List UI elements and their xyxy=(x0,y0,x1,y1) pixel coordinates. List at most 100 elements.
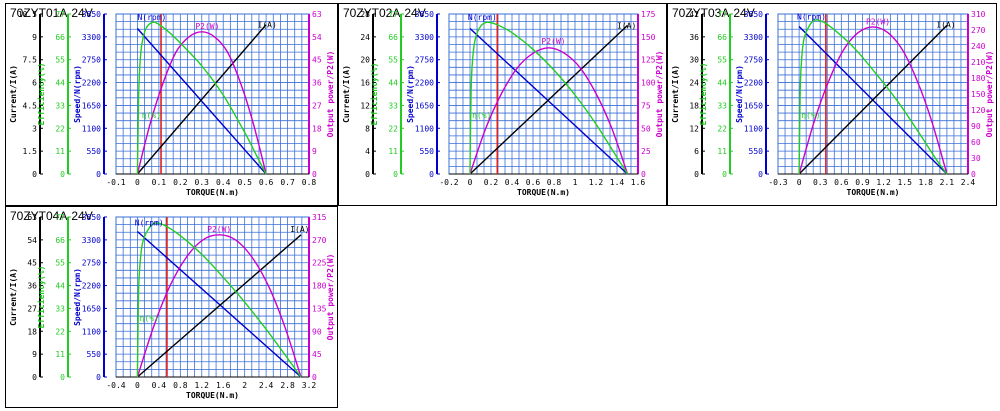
x-tick-label: 0 xyxy=(135,381,140,390)
chart-title: 70ZYT01A-24V xyxy=(10,6,93,20)
series-line- xyxy=(469,21,629,175)
current-tick-label: 9 xyxy=(32,350,37,359)
x-tick-label: -0.2 xyxy=(439,178,458,187)
current-tick-label: 3 xyxy=(32,124,37,133)
series-line- xyxy=(798,19,948,175)
efficiency-tick-label: 66 xyxy=(55,33,65,42)
efficiency-tick-label: 33 xyxy=(388,101,398,110)
current-tick-label: 20 xyxy=(360,56,370,65)
speed-tick-label: 3850 xyxy=(82,10,101,19)
power-tick-label: 60 xyxy=(971,138,981,147)
speed-axis-label: Speed/N(rpm) xyxy=(73,268,82,326)
x-axis-label: TORQUE(N.m) xyxy=(517,188,570,197)
x-axis: -0.2 0 0.2 0.4 0.6 0.8 1 1.2 1.4 1.6 TORQUE(N.m) xyxy=(439,173,645,197)
x-tick-label: 2.4 xyxy=(259,381,274,390)
curve-label-n-rpm: N(rpm) xyxy=(468,13,497,22)
x-axis-label: TORQUE(N.m) xyxy=(186,391,239,400)
efficiency-tick-label: 11 xyxy=(717,147,727,156)
power-tick-label: 0 xyxy=(971,170,976,179)
series-line-i-a xyxy=(798,24,948,175)
current-tick-label: 12 xyxy=(689,124,699,133)
curve-label-i-a: I(A) xyxy=(258,21,277,30)
speed-tick-label: 550 xyxy=(749,147,764,156)
series-line-i-a xyxy=(136,234,302,378)
current-tick-label: 28 xyxy=(360,10,370,19)
current-tick-label: 0 xyxy=(694,170,699,179)
curve-label-: η(%) xyxy=(472,111,491,120)
power-tick-label: 9 xyxy=(312,147,317,156)
chart-panel-70zyt04a: 70ZYT04A-24V 0 9 18 27 36 45 54 63 Current/I(A) 0… xyxy=(5,206,338,408)
power-axis: 0 9 18 27 36 45 54 63 Output power/P2(W) xyxy=(308,10,335,179)
x-tick-label: 0.8 xyxy=(173,381,188,390)
efficiency-axis: 0 11 22 33 44 55 66 77 Efficiency(%) xyxy=(36,10,71,179)
curve-label-i-a: I(A) xyxy=(936,20,955,29)
efficiency-axis: 0 11 22 33 44 55 66 77 Efficiency(%) xyxy=(698,10,733,179)
power-axis: 0 30 60 90 120 150 180 210 240 270 310 Output power… xyxy=(967,10,994,179)
speed-axis: 0 550 1100 1650 2200 2750 3300 3850 Speed/N(rpm) xyxy=(406,10,440,179)
power-tick-label: 240 xyxy=(971,42,986,51)
power-tick-label: 50 xyxy=(641,124,651,133)
x-tick-label: 0.9 xyxy=(855,178,870,187)
x-tick-label: 2.1 xyxy=(940,178,955,187)
current-tick-label: 18 xyxy=(27,327,37,336)
efficiency-axis-label: Efficiency(%) xyxy=(36,266,46,329)
power-tick-label: 30 xyxy=(971,154,981,163)
current-tick-label: 16 xyxy=(360,79,370,88)
current-tick-label: 24 xyxy=(360,33,370,42)
x-tick-label: 0.4 xyxy=(216,178,231,187)
series-line-p2-w xyxy=(798,26,948,175)
plot-area xyxy=(448,13,639,175)
curve-label-p2-w: P2(W) xyxy=(195,22,219,31)
speed-tick-label: 2750 xyxy=(415,56,434,65)
x-tick-label: 3.2 xyxy=(302,381,317,390)
speed-tick-label: 0 xyxy=(96,373,101,382)
current-axis-label: Current/I(A) xyxy=(671,65,680,123)
power-tick-label: 100 xyxy=(641,79,656,88)
efficiency-tick-label: 77 xyxy=(388,10,398,19)
x-tick-label: 0.3 xyxy=(195,178,210,187)
speed-tick-label: 3300 xyxy=(415,33,434,42)
power-tick-label: 180 xyxy=(971,74,986,83)
efficiency-axis-label: Efficiency(%) xyxy=(36,63,46,126)
speed-tick-label: 2200 xyxy=(82,79,101,88)
efficiency-tick-label: 0 xyxy=(393,170,398,179)
efficiency-tick-label: 55 xyxy=(388,56,398,65)
x-axis: -0.3 0 0.3 0.6 0.9 1.2 1.5 1.8 2.1 2.4 TORQUE(N.m) xyxy=(768,173,976,197)
plot-grid xyxy=(448,13,639,175)
speed-tick-label: 3850 xyxy=(82,213,101,222)
x-tick-label: 2.8 xyxy=(280,381,295,390)
x-tick-label: 0.5 xyxy=(237,178,252,187)
series-line-n-rpm xyxy=(136,28,267,175)
power-tick-label: 27 xyxy=(312,101,322,110)
speed-tick-label: 1650 xyxy=(744,101,763,110)
x-tick-label: 1.8 xyxy=(919,178,934,187)
speed-tick-label: 3850 xyxy=(744,10,763,19)
efficiency-tick-label: 77 xyxy=(55,10,65,19)
speed-tick-label: 0 xyxy=(758,170,763,179)
speed-tick-label: 1650 xyxy=(415,101,434,110)
speed-axis-label: Speed/N(rpm) xyxy=(735,65,744,123)
current-tick-label: 30 xyxy=(689,56,699,65)
speed-tick-label: 2750 xyxy=(744,56,763,65)
speed-tick-label: 3300 xyxy=(82,236,101,245)
efficiency-tick-label: 77 xyxy=(717,10,727,19)
efficiency-axis: 0 11 22 33 44 55 66 77 Efficiency(%) xyxy=(369,10,404,179)
speed-tick-label: 2200 xyxy=(744,79,763,88)
power-tick-label: 210 xyxy=(971,58,986,67)
power-tick-label: 90 xyxy=(971,122,981,131)
x-tick-label: 2.4 xyxy=(961,178,976,187)
power-tick-label: 18 xyxy=(312,124,322,133)
current-tick-label: 4.5 xyxy=(23,101,38,110)
efficiency-tick-label: 11 xyxy=(55,350,65,359)
power-tick-label: 54 xyxy=(312,33,322,42)
speed-tick-label: 1650 xyxy=(82,304,101,313)
current-axis: 0 1.5 3 4.5 6 7.5 9 10.5 Current/I(A) xyxy=(9,10,43,179)
x-tick-label: 0.6 xyxy=(526,178,541,187)
x-tick-label: 0.4 xyxy=(152,381,167,390)
efficiency-tick-label: 55 xyxy=(55,56,65,65)
efficiency-tick-label: 22 xyxy=(388,124,398,133)
chart-title: 70ZYT04A-24V xyxy=(10,209,93,223)
x-tick-label: 0.2 xyxy=(173,178,188,187)
efficiency-tick-label: 66 xyxy=(717,33,727,42)
efficiency-tick-label: 22 xyxy=(55,327,65,336)
